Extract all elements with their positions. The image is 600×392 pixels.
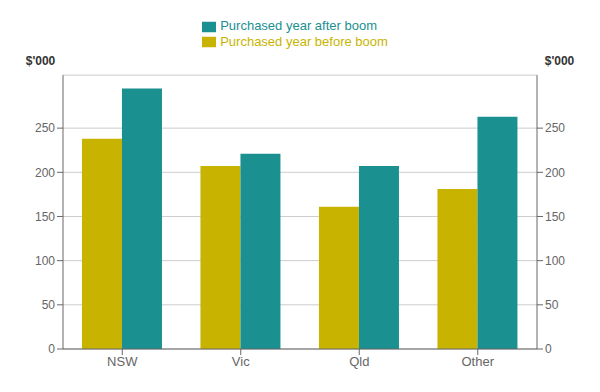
svg-text:100: 100 <box>545 254 565 268</box>
svg-text:100: 100 <box>35 254 55 268</box>
svg-text:Qld: Qld <box>349 354 369 369</box>
svg-text:Vic: Vic <box>232 354 250 369</box>
html-text:Purchased year after boom: Purchased year after boom <box>220 18 377 33</box>
svg-text:50: 50 <box>545 298 559 312</box>
svg-text:250: 250 <box>35 121 55 135</box>
svg-text:$'000: $'000 <box>26 54 56 68</box>
svg-text:0: 0 <box>545 342 552 356</box>
svg-text:50: 50 <box>42 298 56 312</box>
svg-text:150: 150 <box>545 210 565 224</box>
svg-text:Other: Other <box>461 354 494 369</box>
html-text:Purchased year before boom: Purchased year before boom <box>220 33 388 49</box>
svg-text:250: 250 <box>545 121 565 135</box>
svg-text:$'000: $'000 <box>545 54 575 68</box>
svg-text:200: 200 <box>35 166 55 180</box>
svg-text:NSW: NSW <box>107 354 138 369</box>
svg-text:150: 150 <box>35 210 55 224</box>
svg-text:200: 200 <box>545 166 565 180</box>
svg-text:0: 0 <box>48 342 55 356</box>
